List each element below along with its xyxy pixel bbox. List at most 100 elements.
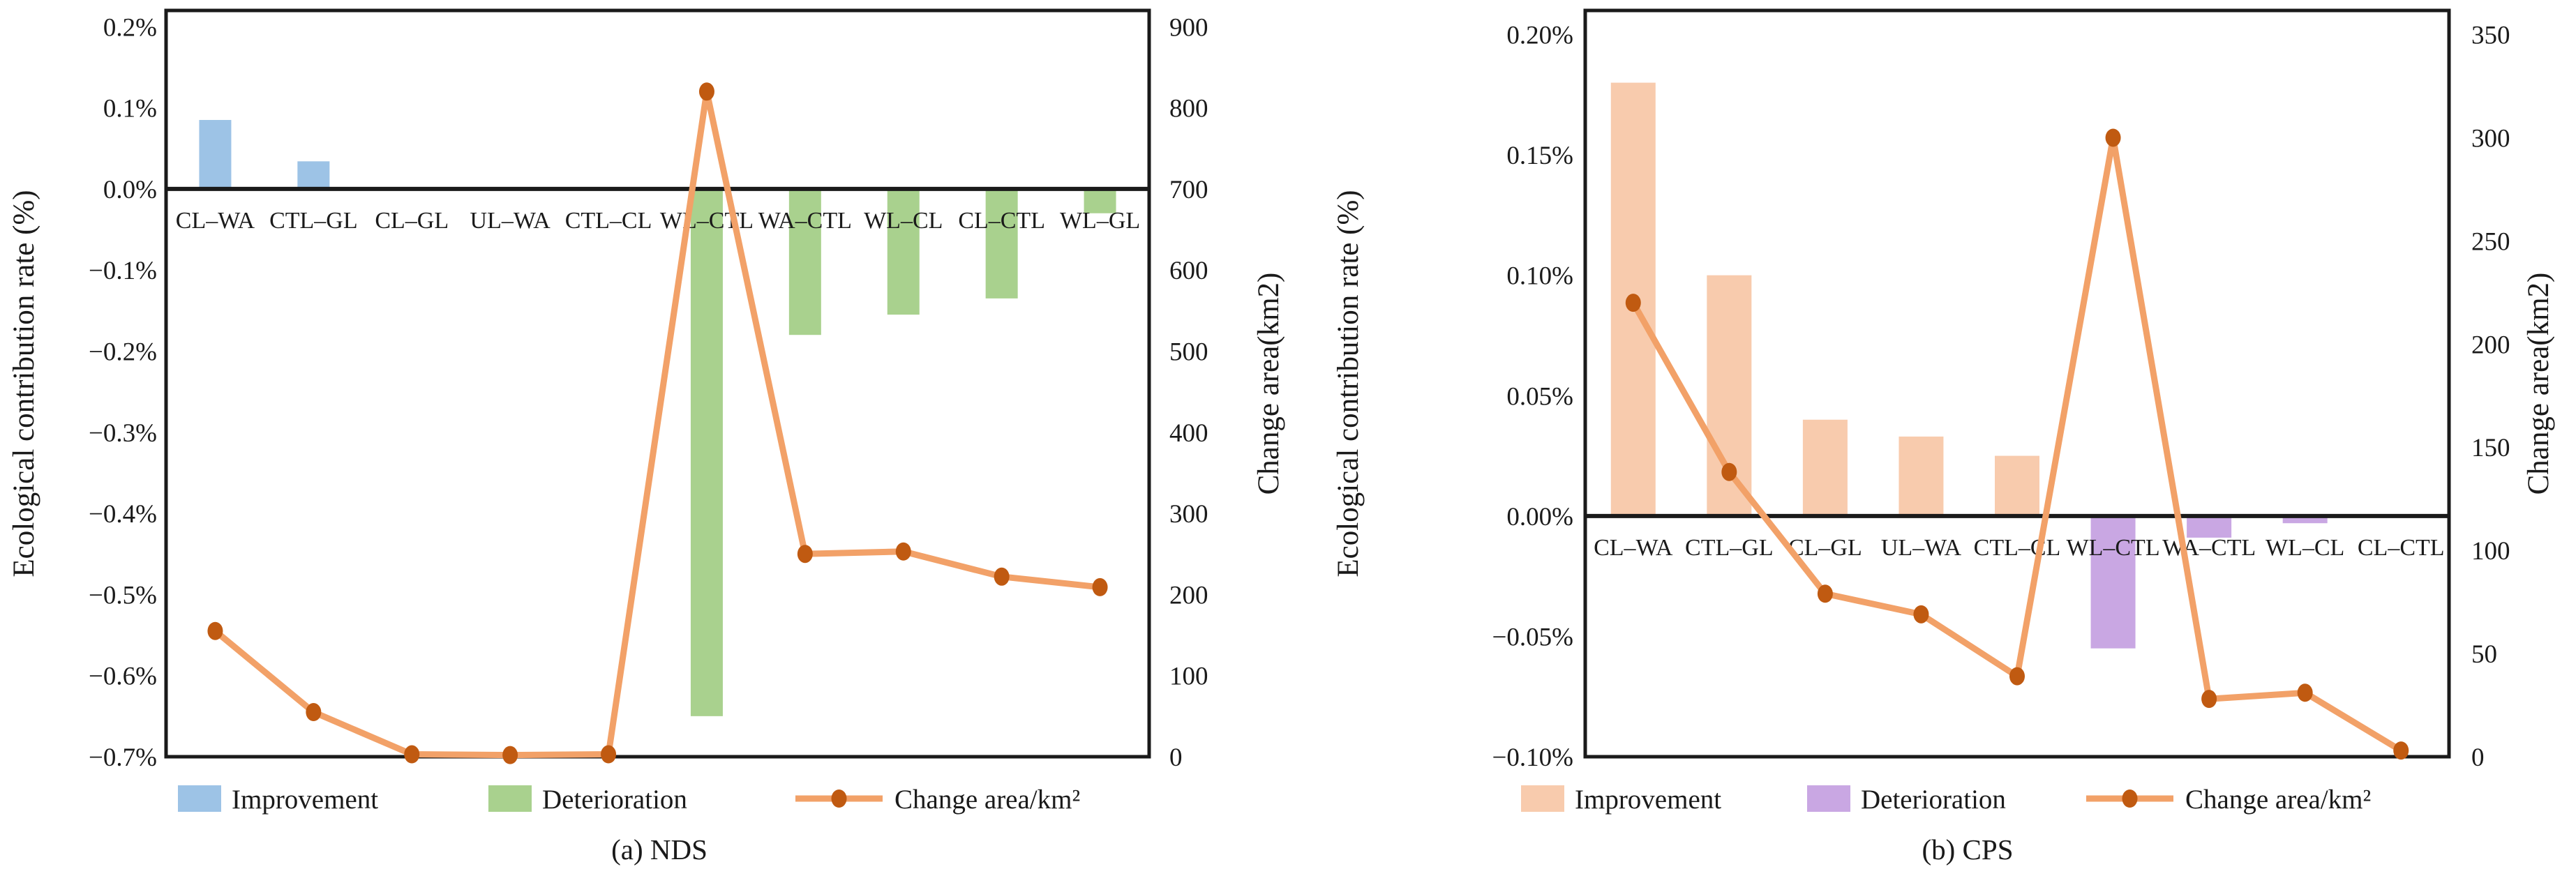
improvement-bar-UL–WA: [1899, 436, 1944, 516]
left-axis-tick-label: −0.3%: [89, 419, 157, 448]
deterioration-bar-WA–CTL: [2187, 515, 2232, 538]
line-marker-WA–CTL: [797, 545, 813, 564]
change-area-line: [211, 88, 1104, 759]
right-axis-tick-label: 400: [1169, 419, 1208, 448]
line-marker-CTL–CL: [2009, 667, 2025, 686]
legend-label-deterioration: Deterioration: [542, 785, 687, 815]
legend-line-marker: [831, 789, 847, 808]
x-category-label: CTL–GL: [1685, 535, 1774, 561]
left-axis-tick-label: −0.2%: [89, 338, 157, 366]
legend-swatch-deterioration: [1807, 785, 1850, 812]
line-marker-WL–GL: [1092, 577, 1108, 596]
improvement-bar-CL–WA: [199, 120, 232, 189]
line-marker-WA–CTL: [2201, 690, 2217, 709]
line-marker-CL–WA: [1625, 294, 1641, 312]
legend-label-improvement: Improvement: [1575, 785, 1721, 815]
plot-frame: [1583, 8, 2451, 759]
right-axis-tick-label: 200: [2471, 331, 2510, 359]
x-category-label: CL–WA: [176, 208, 255, 234]
right-axis-tick-label: 350: [2471, 22, 2510, 50]
left-axis-tick-label: −0.4%: [89, 500, 157, 529]
improvement-bar-CL–GL: [1802, 419, 1848, 516]
left-axis-tick-label: 0.0%: [103, 176, 157, 204]
right-axis-title: Change area(km2): [1252, 273, 1285, 495]
right-axis-tick-label: 300: [1169, 500, 1208, 529]
left-axis-tick-label: 0.2%: [103, 13, 157, 42]
deterioration-bar-WL–CL: [2282, 515, 2328, 524]
x-category-label: UL–WA: [1881, 535, 1962, 561]
line-marker-WL–CTL: [2105, 128, 2121, 147]
x-category-label: WL–CTL: [2067, 535, 2160, 561]
right-axis-tick-label: 100: [1169, 663, 1208, 691]
x-category-label: WA–CTL: [2162, 535, 2256, 561]
right-axis-tick-label: 100: [2471, 537, 2510, 566]
chart-caption: (b) CPS: [1922, 833, 2013, 866]
line-marker-CTL–GL: [1721, 462, 1737, 481]
right-axis-tick-label: 150: [2471, 434, 2510, 462]
x-category-label: WL–CTL: [660, 208, 754, 234]
x-category-label: WL–GL: [1060, 208, 1140, 234]
legend-label-change-area: Change area/km²: [2185, 785, 2371, 815]
line-marker-CL–GL: [404, 745, 420, 764]
x-category-label: CTL–CL: [565, 208, 652, 234]
x-category-label: CTL–GL: [269, 208, 358, 234]
deterioration-bar-CL–CTL: [985, 188, 1018, 299]
right-axis-tick-label: 900: [1169, 13, 1208, 42]
x-category-label: CL–GL: [375, 208, 449, 234]
left-axis-tick-label: 0.15%: [1506, 142, 1573, 170]
line-marker-CL–WA: [207, 621, 223, 640]
left-axis-tick-label: −0.6%: [89, 663, 157, 691]
x-category-label: WL–CL: [864, 208, 943, 234]
line-marker-WL–CTL: [698, 82, 714, 101]
line-marker-UL–WA: [1913, 605, 1929, 624]
legend-swatch-improvement: [178, 785, 221, 812]
right-axis-tick-label: 700: [1169, 176, 1208, 204]
deterioration-bar-WL–CL: [887, 188, 920, 315]
legend-label-change-area: Change area/km²: [894, 785, 1080, 815]
left-axis-tick-label: −0.5%: [89, 581, 157, 610]
right-axis-tick-label: 0: [2471, 743, 2485, 772]
x-category-label: UL–WA: [470, 208, 551, 234]
line-marker-CL–CTL: [2393, 741, 2409, 760]
improvement-bar-CTL–GL: [297, 161, 330, 189]
left-axis-tick-label: 0.20%: [1506, 22, 1573, 50]
left-axis-tick-label: 0.00%: [1506, 503, 1573, 531]
legend-label-improvement: Improvement: [232, 785, 378, 815]
right-axis-tick-label: 800: [1169, 95, 1208, 123]
legend-label-deterioration: Deterioration: [1861, 785, 2006, 815]
left-axis-tick-label: 0.05%: [1506, 382, 1573, 411]
right-axis-tick-label: 200: [1169, 581, 1208, 610]
left-axis-tick-label: −0.1%: [89, 257, 157, 285]
line-marker-UL–WA: [502, 746, 518, 764]
chart-caption: (a) NDS: [611, 833, 707, 866]
right-axis-tick-label: 250: [2471, 227, 2510, 256]
left-axis-tick-label: 0.1%: [103, 95, 157, 123]
deterioration-bar-WL–CTL: [2090, 515, 2136, 649]
line-marker-WL–CL: [2297, 683, 2313, 702]
legend-swatch-improvement: [1521, 785, 1564, 812]
left-axis-tick-label: −0.10%: [1492, 743, 1573, 772]
deterioration-bar-WA–CTL: [788, 188, 821, 335]
left-axis-tick-label: 0.10%: [1506, 262, 1573, 291]
right-axis-tick-label: 50: [2471, 640, 2497, 669]
x-category-label: CL–CTL: [958, 208, 1045, 234]
left-axis-title: Ecological contribution rate (%): [1332, 190, 1365, 577]
deterioration-bar-WL–CTL: [690, 188, 723, 716]
line-marker-CTL–GL: [306, 703, 322, 722]
plot-frame: [164, 8, 1151, 759]
x-category-label: WA–CTL: [758, 208, 852, 234]
line-marker-WL–CL: [895, 542, 911, 561]
line-marker-CTL–CL: [601, 745, 617, 764]
left-axis-title: Ecological contribution rate (%): [8, 190, 40, 577]
line-marker-CL–CTL: [994, 567, 1010, 586]
right-axis-tick-label: 0: [1169, 743, 1183, 772]
right-axis-title: Change area(km2): [2522, 273, 2555, 495]
legend-line-marker: [2122, 789, 2138, 808]
right-axis-tick-label: 600: [1169, 257, 1208, 285]
x-category-label: CL–WA: [1594, 535, 1673, 561]
legend-swatch-deterioration: [488, 785, 532, 812]
x-category-label: CTL–CL: [1974, 535, 2061, 561]
line-marker-CL–GL: [1817, 584, 1833, 603]
x-category-label: WL–CL: [2266, 535, 2344, 561]
